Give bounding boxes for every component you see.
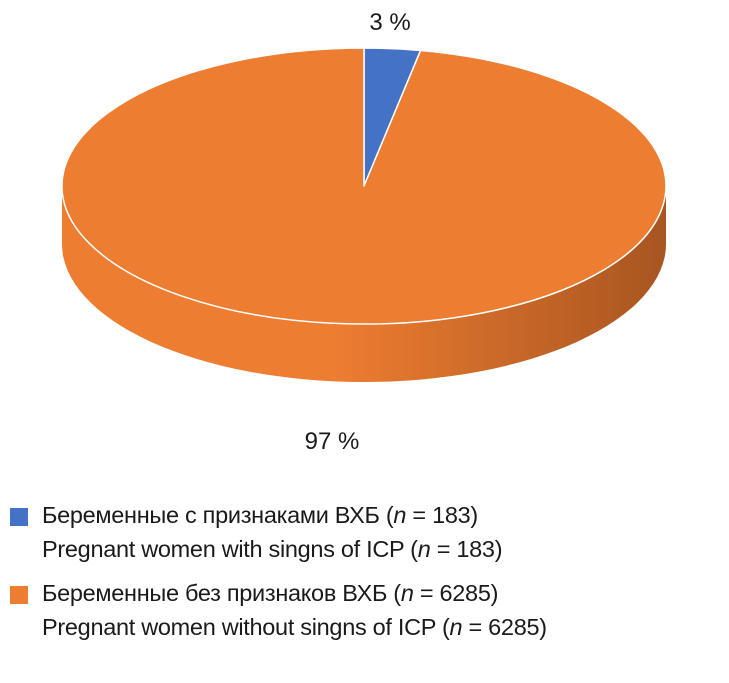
pie-chart: 3 % 97 % <box>61 9 667 455</box>
legend: Беременные с признаками ВХБ (n = 183) Pr… <box>10 498 725 654</box>
pie-slice-1 <box>61 47 667 325</box>
legend-label-en: Pregnant women without singns of ICP <box>42 614 436 640</box>
legend-label-ru: Беременные без признаков ВХБ <box>42 580 388 606</box>
legend-item-without-icp: Беременные без признаков ВХБ (n = 6285) … <box>10 576 725 644</box>
legend-label-en: Pregnant women with singns of ICP <box>42 536 404 562</box>
legend-item-with-icp: Беременные с признаками ВХБ (n = 183) Pr… <box>10 498 725 566</box>
pie-side-1 <box>62 186 666 382</box>
data-label: 97 % <box>305 428 360 455</box>
data-label: 3 % <box>369 9 410 36</box>
legend-swatch-orange <box>10 586 28 604</box>
legend-count: 183 <box>456 536 495 562</box>
legend-count: 183 <box>432 502 471 528</box>
legend-swatch-blue <box>10 508 28 526</box>
legend-count: 6285 <box>488 614 540 640</box>
legend-label-ru: Беременные с признаками ВХБ <box>42 502 380 528</box>
legend-count: 6285 <box>439 580 491 606</box>
